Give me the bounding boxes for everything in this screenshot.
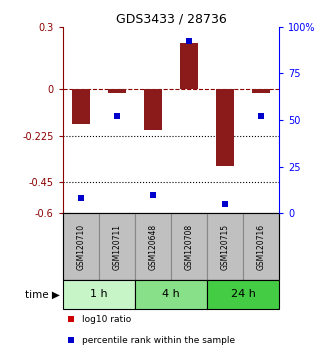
Text: GSM120708: GSM120708 <box>185 224 194 270</box>
Text: GSM120716: GSM120716 <box>257 224 266 270</box>
Bar <box>207 213 243 280</box>
Bar <box>135 213 171 280</box>
Bar <box>72 89 90 124</box>
Bar <box>252 89 270 93</box>
Bar <box>63 280 135 309</box>
Text: log10 ratio: log10 ratio <box>82 315 131 324</box>
Text: GSM120711: GSM120711 <box>112 224 121 270</box>
Text: 24 h: 24 h <box>231 290 256 299</box>
Bar <box>144 89 162 130</box>
Bar <box>207 280 279 309</box>
Bar <box>63 213 99 280</box>
Text: GSM120710: GSM120710 <box>76 224 85 270</box>
Bar <box>180 43 198 89</box>
Bar <box>216 89 234 166</box>
Bar <box>108 89 126 93</box>
Bar <box>99 213 135 280</box>
Title: GDS3433 / 28736: GDS3433 / 28736 <box>116 12 226 25</box>
Text: time ▶: time ▶ <box>24 290 59 299</box>
Text: percentile rank within the sample: percentile rank within the sample <box>82 336 235 344</box>
Bar <box>135 280 207 309</box>
Text: GSM120648: GSM120648 <box>148 224 157 270</box>
Bar <box>171 213 207 280</box>
Text: 1 h: 1 h <box>90 290 108 299</box>
Bar <box>243 213 279 280</box>
Text: GSM120715: GSM120715 <box>221 224 230 270</box>
Text: 4 h: 4 h <box>162 290 180 299</box>
